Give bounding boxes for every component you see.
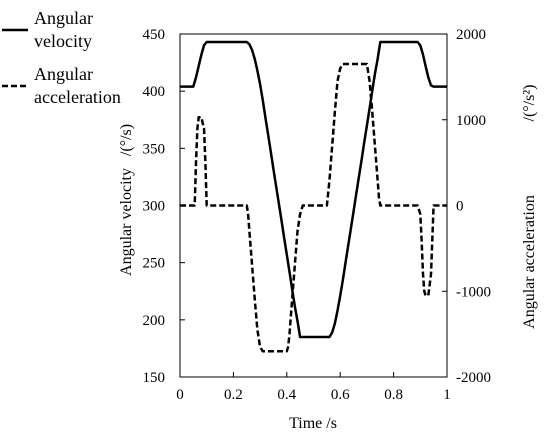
series-line-angular-acceleration [180, 62, 447, 353]
legend-label-velocity-line1: Angular velocity [34, 8, 93, 51]
left-axis-label: Angular velocity [118, 168, 135, 276]
left-tick-label-150: 150 [143, 370, 166, 386]
left-tick-label-450: 450 [143, 27, 166, 43]
right-tick-label-2000: 2000 [456, 27, 486, 43]
x-tick-label-0.6: 0.6 [331, 387, 350, 403]
x-tick-label-0.2: 0.2 [224, 387, 243, 403]
x-axis-ticks: 0 0.2 0.4 0.6 0.8 1 [176, 372, 451, 403]
x-tick-label-0: 0 [176, 387, 184, 403]
left-tick-label-350: 350 [143, 141, 166, 157]
left-tick-label-400: 400 [143, 84, 166, 100]
left-tick-label-200: 200 [143, 313, 166, 329]
left-axis-ticks: 150 200 250 300 350 400 450 [143, 27, 185, 386]
right-axis-ticks: -2000 -1000 0 1000 2000 [442, 27, 491, 386]
right-tick-label-0: 0 [456, 199, 464, 215]
right-tick-label--2000: -2000 [456, 370, 491, 386]
left-tick-label-250: 250 [143, 256, 166, 272]
x-axis-label: Time /s [289, 415, 337, 432]
right-tick-label-1000: 1000 [456, 113, 486, 129]
right-tick-label--1000: -1000 [456, 284, 491, 300]
legend-label-acceleration-line1: Angular acceleration [34, 64, 121, 107]
legend: Angular velocity Angular acceleration [2, 8, 121, 107]
left-tick-label-300: 300 [143, 199, 166, 215]
right-axis-label: Angular acceleration [521, 195, 538, 329]
left-axis-unit: /(°/s) [118, 124, 135, 156]
x-tick-label-1: 1 [443, 387, 451, 403]
series-line-angular-velocity [180, 40, 447, 339]
series-layer [180, 40, 447, 353]
right-axis-unit: /(°/s²) [521, 85, 538, 122]
x-tick-label-0.8: 0.8 [384, 387, 403, 403]
x-tick-label-0.4: 0.4 [277, 387, 296, 403]
